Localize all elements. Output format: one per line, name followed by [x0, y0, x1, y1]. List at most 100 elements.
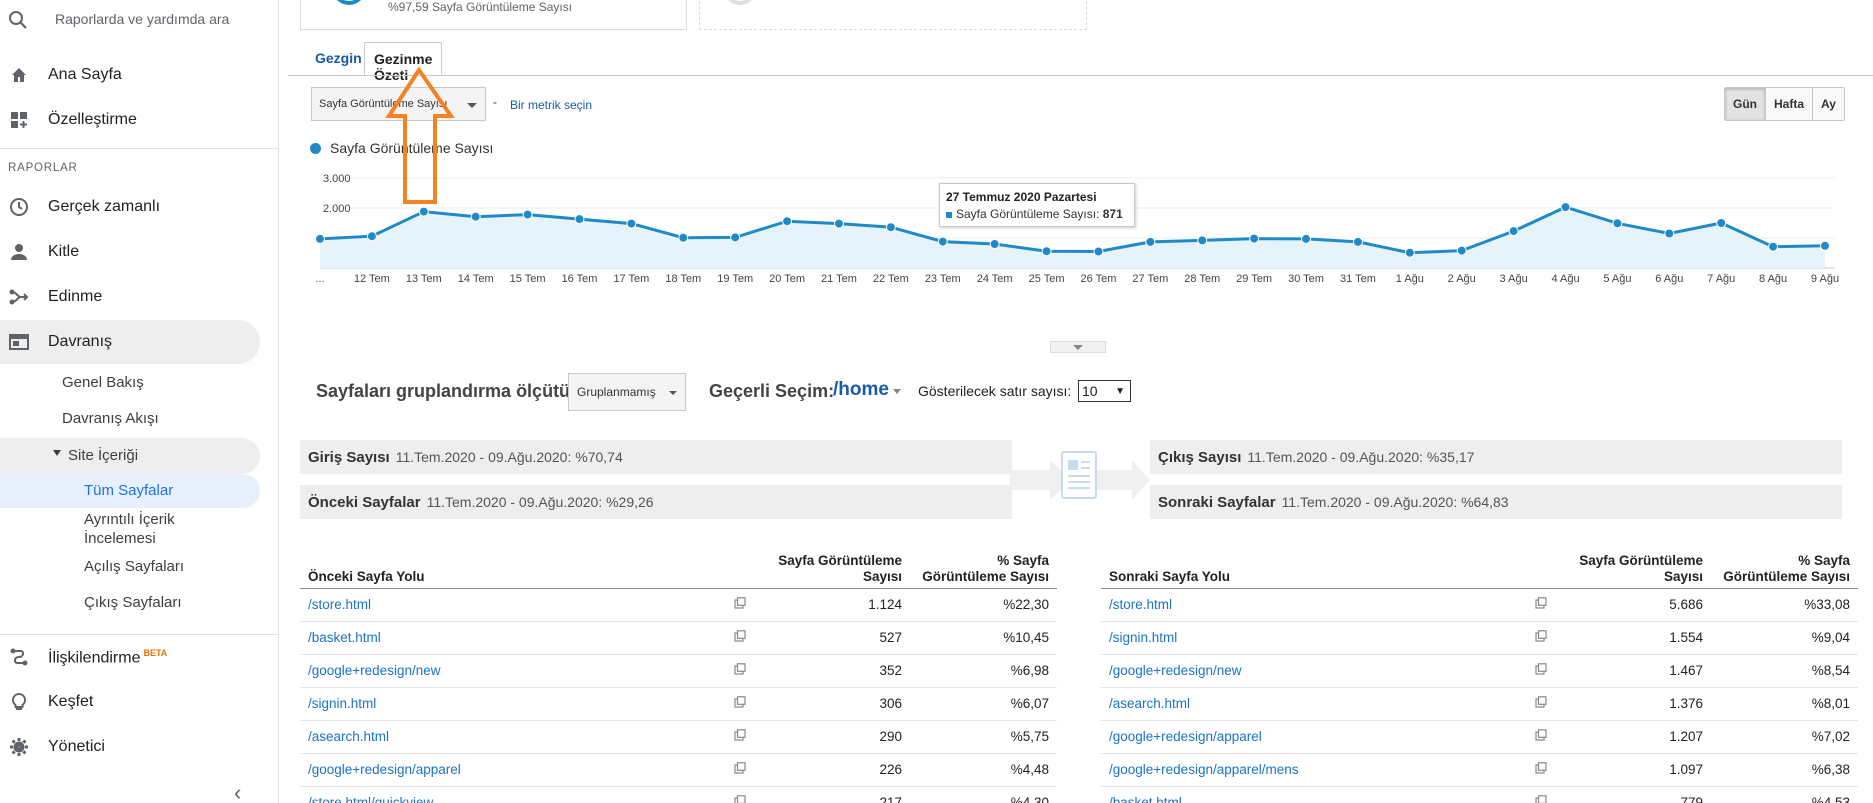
col-header-pct-pageviews[interactable]: % Sayfa Görüntüleme Sayısı	[1711, 540, 1858, 589]
open-page-icon[interactable]	[1521, 720, 1561, 754]
sidebar-sub-landing-pages[interactable]: Açılış Sayfaları	[84, 558, 185, 575]
data-point[interactable]	[574, 214, 585, 225]
sidebar-item-home[interactable]: Ana Sayfa	[0, 53, 260, 97]
x-tick-label: 22 Tem	[873, 273, 909, 285]
data-point[interactable]	[315, 233, 325, 244]
page-path-link[interactable]: /basket.html	[1101, 786, 1521, 803]
page-path-link[interactable]: /store.html/quickview	[300, 786, 720, 803]
data-point[interactable]	[522, 209, 533, 220]
data-point[interactable]	[366, 231, 377, 242]
chevron-down-icon[interactable]	[893, 389, 901, 394]
metric-select-value: Sayfa Görüntüleme Sayısı	[319, 98, 448, 110]
sidebar-item-audience[interactable]: Kitle	[0, 230, 260, 274]
page-path-link[interactable]: /store.html	[300, 588, 720, 622]
open-page-icon[interactable]	[720, 786, 760, 803]
open-page-icon[interactable]	[1521, 786, 1561, 803]
page-path-link[interactable]: /asearch.html	[1101, 687, 1521, 721]
data-point[interactable]	[1560, 202, 1571, 213]
page-path-link[interactable]: /google+redesign/apparel	[300, 753, 720, 787]
page-path-link[interactable]: /google+redesign/new	[300, 654, 720, 688]
data-point[interactable]	[418, 206, 429, 217]
page-path-link[interactable]: /signin.html	[300, 687, 720, 721]
chevron-down-icon: ▼	[1115, 386, 1125, 397]
open-page-icon[interactable]	[720, 588, 760, 622]
data-point[interactable]	[1352, 236, 1363, 247]
data-point[interactable]	[1508, 226, 1519, 237]
tab-explorer[interactable]: Gezgin	[315, 50, 362, 66]
sidebar-sub-overview[interactable]: Genel Bakış	[62, 374, 144, 391]
col-header-path[interactable]: Sonraki Sayfa Yolu	[1101, 540, 1521, 589]
data-point[interactable]	[989, 239, 1000, 249]
open-page-icon[interactable]	[1521, 654, 1561, 688]
page-path-link[interactable]: /google+redesign/apparel/mens	[1101, 753, 1521, 787]
x-tick-label: 24 Tem	[977, 273, 1013, 285]
open-page-icon[interactable]	[1521, 621, 1561, 655]
col-header-path[interactable]: Önceki Sayfa Yolu	[300, 540, 720, 589]
x-tick-label: 12 Tem	[354, 273, 390, 285]
page-path-link[interactable]: /basket.html	[300, 621, 720, 655]
page-path-link[interactable]: /asearch.html	[300, 720, 720, 754]
open-page-icon[interactable]	[720, 654, 760, 688]
data-point[interactable]	[470, 211, 481, 222]
data-point[interactable]	[1768, 241, 1779, 252]
page-path-link[interactable]: /store.html	[1101, 588, 1521, 622]
period-month-button[interactable]: Ay	[1813, 88, 1844, 120]
period-week-button[interactable]: Hafta	[1766, 88, 1814, 120]
page-path-link[interactable]: /google+redesign/apparel	[1101, 720, 1521, 754]
data-point[interactable]	[1249, 233, 1260, 244]
data-point[interactable]	[885, 222, 896, 233]
page-path-link[interactable]: /google+redesign/new	[1101, 654, 1521, 688]
col-header-pct-pageviews[interactable]: % Sayfa Görüntüleme Sayısı	[910, 540, 1057, 589]
open-page-icon[interactable]	[720, 753, 760, 787]
data-point[interactable]	[1041, 246, 1052, 257]
current-selection-value[interactable]: /home	[833, 379, 889, 400]
open-page-icon[interactable]	[1521, 588, 1561, 622]
open-page-icon[interactable]	[720, 720, 760, 754]
data-point[interactable]	[833, 218, 844, 229]
col-header-pageviews[interactable]: Sayfa Görüntüleme Sayısı	[760, 540, 910, 589]
choose-metric-link[interactable]: Bir metrik seçin	[510, 98, 593, 112]
sidebar-search[interactable]: Raporlarda ve yardımda ara	[0, 0, 279, 40]
collapse-sidebar-icon[interactable]: ‹	[234, 780, 242, 803]
data-point[interactable]	[782, 216, 793, 227]
data-point[interactable]	[1301, 233, 1312, 244]
sidebar-item-admin[interactable]: Yönetici	[0, 725, 260, 769]
x-tick-label: 4 Ağu	[1551, 273, 1579, 285]
sidebar-sub-site-content[interactable]: Site İçeriği	[0, 438, 260, 474]
sidebar-item-acquisition[interactable]: Edinme	[0, 275, 260, 319]
data-point[interactable]	[1197, 235, 1208, 246]
sidebar-sub-all-pages[interactable]: Tüm Sayfalar	[0, 474, 260, 508]
open-page-icon[interactable]	[1521, 687, 1561, 721]
rows-to-show-select[interactable]: 10 ▼	[1078, 380, 1131, 402]
data-point[interactable]	[678, 232, 689, 243]
data-point[interactable]	[1145, 236, 1156, 247]
open-page-icon[interactable]	[720, 621, 760, 655]
open-page-icon[interactable]	[720, 687, 760, 721]
data-point[interactable]	[1820, 240, 1830, 251]
data-point[interactable]	[937, 236, 948, 247]
sidebar-item-discover[interactable]: Keşfet	[0, 680, 260, 724]
next-pages-table: Sonraki Sayfa Yolu Sayfa Görüntüleme Say…	[1101, 540, 1858, 803]
data-point[interactable]	[1456, 245, 1467, 256]
data-point[interactable]	[1093, 246, 1104, 257]
sidebar-item-behavior[interactable]: Davranış	[0, 320, 260, 364]
data-point[interactable]	[1404, 247, 1415, 258]
sidebar-item-realtime[interactable]: Gerçek zamanlı	[0, 185, 260, 229]
sidebar-item-customization[interactable]: Özelleştirme	[0, 98, 260, 142]
sidebar-sub-exit-pages[interactable]: Çıkış Sayfaları	[84, 594, 182, 611]
sidebar-item-attribution[interactable]: İlişkilendirme BETA	[0, 635, 260, 679]
chart-collapse-handle[interactable]	[1050, 341, 1106, 353]
grouping-select[interactable]: Gruplanmamış	[568, 373, 686, 411]
data-point[interactable]	[1716, 218, 1727, 228]
period-day-button[interactable]: Gün	[1725, 88, 1766, 120]
sidebar-sub-behavior-flow[interactable]: Davranış Akışı	[62, 410, 159, 427]
open-page-icon[interactable]	[1521, 753, 1561, 787]
sidebar-sub-content-drilldown[interactable]: Ayrıntılı İçerik İncelemesi	[84, 511, 175, 547]
data-point[interactable]	[1612, 218, 1623, 229]
data-point[interactable]	[626, 218, 637, 229]
page-path-link[interactable]: /signin.html	[1101, 621, 1521, 655]
col-header-pageviews[interactable]: Sayfa Görüntüleme Sayısı	[1561, 540, 1711, 589]
data-point[interactable]	[1664, 228, 1675, 239]
data-point[interactable]	[730, 232, 741, 243]
